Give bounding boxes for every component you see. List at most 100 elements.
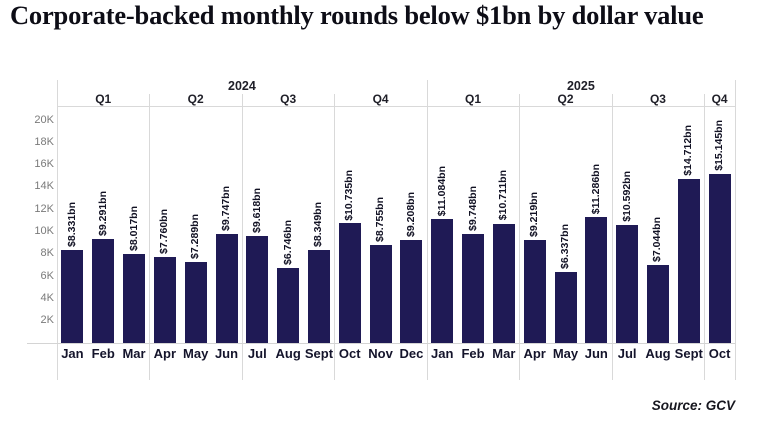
bar: [708, 174, 731, 343]
bar: [492, 223, 515, 343]
month-label: Jul: [617, 346, 637, 361]
month-label: Sept: [674, 346, 703, 361]
bar-value-label: $7.289bn: [189, 213, 202, 259]
bar: [523, 240, 546, 343]
bar-value-label: $6.746bn: [281, 219, 294, 265]
bar-value-label: $9.208bn: [404, 192, 417, 238]
bar: [215, 234, 238, 343]
y-tick-label: 18K: [34, 135, 54, 148]
bar-value-label: $10.711bn: [497, 170, 510, 221]
quarter-gridline: [704, 94, 706, 380]
bar: [307, 249, 330, 343]
quarter-label: Q2: [187, 92, 204, 106]
quarter-gridline: [611, 94, 613, 380]
month-label: Nov: [368, 346, 393, 361]
quarter-label: Q2: [557, 92, 574, 106]
bar: [61, 250, 84, 343]
bar: [616, 224, 639, 343]
y-tick-label: 20K: [34, 113, 54, 126]
quarter-label: Q1: [465, 92, 482, 106]
bar-value-label: $9.618bn: [250, 187, 263, 233]
y-tick-label: 16K: [34, 158, 54, 171]
month-label: Apr: [153, 346, 177, 361]
bar-value-label: $11.084bn: [435, 166, 448, 217]
y-tick-label: 2K: [40, 314, 54, 327]
month-label: Aug: [275, 346, 301, 361]
bar: [277, 267, 300, 343]
month-label: Dec: [399, 346, 424, 361]
quarter-gridline: [735, 80, 736, 380]
bar-value-label: $10.592bn: [620, 171, 633, 222]
bar: [184, 261, 207, 343]
bar: [92, 239, 115, 343]
month-label: Jul: [247, 346, 267, 361]
month-label: Oct: [338, 346, 361, 361]
bar: [246, 235, 269, 343]
bar: [585, 217, 608, 343]
bar-value-label: $11.286bn: [589, 163, 602, 215]
month-label: Jun: [584, 346, 608, 361]
quarter-gridline: [334, 94, 336, 380]
chart-title: Corporate-backed monthly rounds below $1…: [10, 0, 704, 30]
bar: [677, 179, 700, 343]
month-label: Aug: [645, 346, 671, 361]
quarter-label: Q4: [372, 92, 389, 106]
quarter-gridline: [149, 94, 151, 380]
month-label: Feb: [461, 346, 485, 361]
bar-value-label: $15.145bn: [713, 120, 726, 172]
quarter-label: Q4: [711, 92, 728, 106]
quarter-gridline: [426, 80, 428, 380]
month-label: Oct: [708, 346, 731, 361]
y-tick-label: 8K: [40, 247, 54, 260]
y-tick-label: 10K: [34, 225, 54, 237]
bar-value-label: $8.755bn: [374, 197, 387, 243]
month-label: May: [552, 346, 579, 361]
y-tick-label: 6K: [40, 269, 54, 282]
bar: [338, 223, 361, 343]
bar-value-label: $14.712bn: [682, 125, 695, 176]
bar-value-label: $8.331bn: [65, 202, 78, 248]
bar-value-label: $9.291bn: [96, 191, 109, 237]
bar: [646, 264, 669, 343]
bar-value-label: $9.219bn: [528, 192, 541, 238]
month-label: Sept: [304, 346, 334, 361]
source-note: Source: GCV: [651, 398, 735, 413]
bar: [400, 240, 423, 343]
year-label: 2024: [228, 79, 256, 93]
month-label: Jan: [431, 346, 454, 361]
month-label: Jun: [214, 346, 239, 361]
month-label: Mar: [492, 346, 516, 361]
bar-value-label: $8.017bn: [127, 205, 140, 251]
bar: [369, 245, 392, 343]
bar: [123, 253, 146, 343]
y-tick-label: 4K: [40, 291, 54, 304]
bar-value-label: $8.349bn: [312, 201, 325, 247]
bar: [462, 234, 485, 343]
year-label: 2025: [566, 79, 595, 93]
y-tick-label: 14K: [34, 180, 54, 193]
month-label: Mar: [122, 346, 146, 361]
x-axis-line: [27, 343, 735, 344]
bar-value-label: $7.760bn: [158, 208, 171, 254]
bar-value-label: $9.747bn: [220, 186, 232, 232]
quarter-gridline: [519, 94, 521, 380]
quarter-label: Q3: [280, 92, 297, 106]
month-label: Apr: [523, 346, 546, 361]
bar-value-label: $10.735bn: [343, 169, 356, 221]
y-tick-label: 12K: [34, 202, 54, 215]
bar-value-label: $6.337bn: [559, 224, 571, 270]
bar-value-label: $7.044bn: [651, 216, 664, 262]
plot-top-line: [57, 105, 735, 107]
bar-value-label: $9.748bn: [466, 186, 479, 232]
month-label: May: [183, 346, 209, 361]
bar: [554, 272, 577, 343]
month-label: Jan: [61, 346, 84, 361]
month-label: Feb: [91, 346, 115, 361]
bar: [153, 256, 176, 343]
bar: [431, 219, 454, 343]
quarter-label: Q3: [649, 92, 666, 106]
quarter-gridline: [241, 94, 243, 380]
quarter-gridline: [57, 80, 58, 380]
quarter-label: Q1: [95, 92, 112, 106]
